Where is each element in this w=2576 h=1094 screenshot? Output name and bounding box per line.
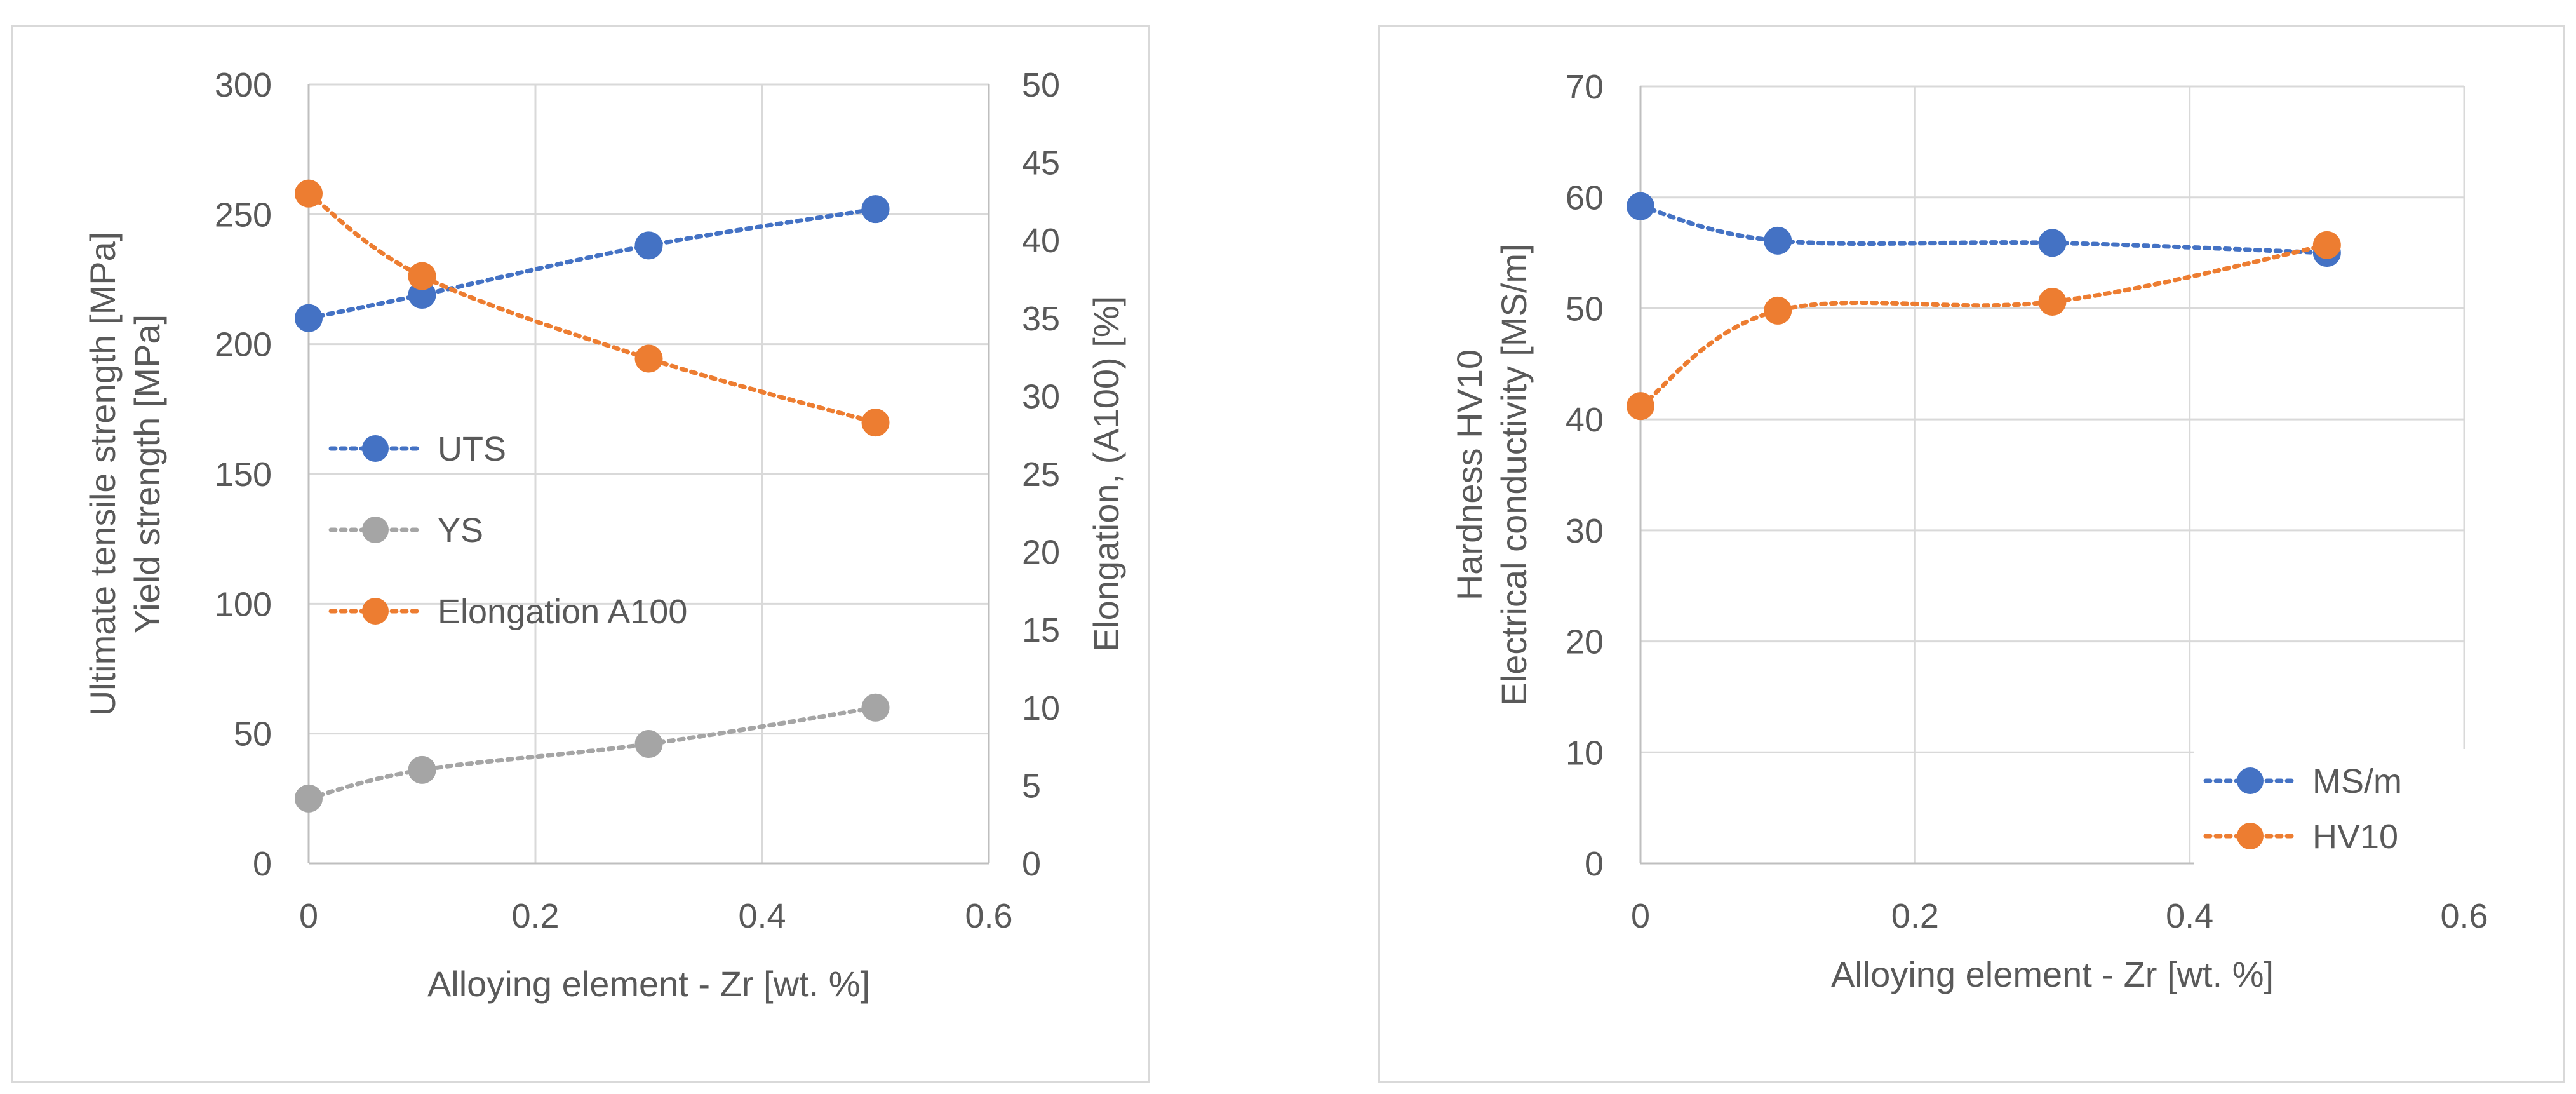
y-tick-label: 300 [215,66,272,104]
legend-marker-YS [362,517,389,543]
chart-right-svg: 0 10 20 30 40 50 60 70 0 0.2 0.4 0.6 MS/m HV10 Allo… [1449,68,2488,994]
y2-tick-labels: 0 5 10 15 20 25 30 35 40 45 50 [1022,66,1060,883]
data-point-UTS [295,304,323,332]
x-axis-label: Alloying element - Zr [wt. %] [427,964,870,1004]
chart-panel-right: 0 10 20 30 40 50 60 70 0 0.2 0.4 0.6 MS/m HV10 Allo… [1378,25,2565,1083]
y-tick-label: 100 [215,585,272,623]
data-point-UTS [861,195,890,224]
y2-tick-label: 10 [1022,689,1060,727]
axes [1639,86,2464,865]
y2-axis-label: Elongation, (A100) [%] [1086,296,1126,652]
series-line-YS [306,705,878,801]
y-tick-label: 70 [1566,68,1604,106]
legend: UTS YS Elongation A100 [328,430,687,631]
y-tick-label: 250 [215,196,272,234]
y-tick-label: 30 [1566,512,1604,550]
data-point-Elongation A100 [295,179,323,208]
y-tick-label: 150 [215,456,272,494]
x-tick-label: 0.4 [2166,897,2213,935]
x-tick-label: 0.4 [738,897,786,935]
data-point-HV10 [2312,231,2341,259]
y-tick-label: 50 [1566,290,1604,328]
y-tick-label: 0 [1585,845,1604,883]
legend-marker-Elongation A100 [362,598,389,625]
y2-tick-label: 45 [1022,144,1060,182]
legend: MS/m HV10 [2203,762,2402,856]
y2-tick-label: 35 [1022,300,1060,338]
y-tick-label: 40 [1566,401,1604,439]
data-point-YS [295,784,323,813]
y-tick-label: 0 [253,845,272,883]
x-tick-label: 0.6 [2440,897,2488,935]
series-line-Elongation A100 [306,191,878,425]
x-tick-label: 0 [1631,897,1650,935]
y2-tick-label: 40 [1022,222,1060,260]
y2-tick-label: 25 [1022,456,1060,494]
data-point-HV10 [2038,287,2067,316]
series-line-UTS [306,206,878,321]
y-tick-label: 50 [234,715,272,753]
legend-marker-UTS [362,435,389,462]
y2-tick-label: 30 [1022,377,1060,415]
y2-tick-label: 50 [1022,66,1060,104]
legend-marker-MS/m [2237,767,2264,794]
legend-marker-HV10 [2237,823,2264,849]
data-point-YS [408,755,436,784]
y-tick-label: 60 [1566,179,1604,217]
series-group [295,179,890,813]
x-tick-labels: 0 0.2 0.4 0.6 [1631,897,2488,935]
gridlines [1639,85,2465,865]
series-group [1627,192,2341,421]
x-tick-label: 0.2 [511,897,559,935]
x-tick-label: 0.6 [965,897,1012,935]
legend-label-UTS: UTS [438,430,506,468]
y-tick-labels: 0 50 100 150 200 250 300 [215,66,272,883]
y2-tick-label: 15 [1022,611,1060,649]
legend-label-Elongation A100: Elongation A100 [438,593,687,631]
legend-label-YS: YS [438,511,483,550]
y-tick-label: 10 [1566,734,1604,772]
x-axis-label: Alloying element - Zr [wt. %] [1831,954,2274,994]
legend-box [2194,749,2474,870]
x-tick-label: 0.2 [1891,897,1939,935]
series-line-HV10 [1638,243,2330,409]
legend-label-HV10: HV10 [2312,818,2398,856]
data-point-Elongation A100 [634,344,663,373]
x-tick-label: 0 [299,897,318,935]
y-axis-label-line-2: Yield strength [MPa] [127,314,167,633]
y-axis-label-line-1: Ultimate tensile strength [MPa] [83,232,123,717]
data-point-MS/m [2038,229,2067,257]
data-point-HV10 [1764,296,1792,325]
series-line-MS/m [1638,204,2330,255]
data-point-Elongation A100 [408,262,436,290]
x-tick-labels: 0 0.2 0.4 0.6 [299,897,1013,935]
data-point-YS [634,730,663,759]
y-axis-label-line-1: Hardness HV10 [1449,349,1489,600]
y-tick-label: 20 [1566,623,1604,661]
axes [307,84,990,865]
y-axis-label-line-2: Electrical conductivity [MS/m] [1494,243,1534,706]
data-point-MS/m [1764,226,1792,255]
data-point-HV10 [1627,392,1654,421]
y-tick-label: 200 [215,326,272,364]
y-tick-labels: 0 10 20 30 40 50 60 70 [1566,68,1604,883]
y2-tick-label: 0 [1022,845,1041,883]
chart-panel-left: 0 50 100 150 200 250 300 0 5 10 15 20 25 30 35 40 45 50 … [11,25,1150,1083]
y2-tick-label: 5 [1022,767,1041,805]
data-point-UTS [634,231,663,260]
data-point-YS [861,693,890,722]
y2-tick-label: 20 [1022,534,1060,572]
data-point-Elongation A100 [861,409,890,437]
data-point-MS/m [1627,192,1654,220]
legend-label-MS/m: MS/m [2312,762,2402,800]
